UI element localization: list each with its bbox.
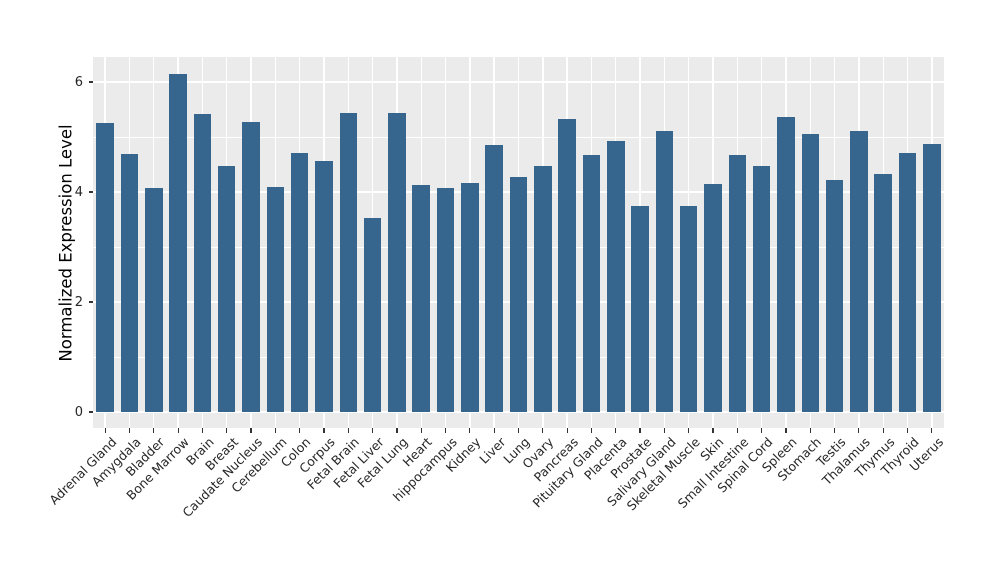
x-tick-mark	[250, 428, 252, 433]
x-tick-mark	[542, 428, 544, 433]
x-tick-mark	[566, 428, 568, 433]
plot-panel	[93, 57, 944, 428]
bar	[315, 160, 333, 412]
bar	[242, 121, 260, 412]
x-tick-mark	[347, 428, 349, 433]
bar	[558, 119, 576, 412]
x-tick-mark	[274, 428, 276, 433]
bar	[169, 73, 187, 412]
x-tick-mark	[639, 428, 641, 433]
x-tick-mark	[615, 428, 617, 433]
x-tick-mark	[736, 428, 738, 433]
x-tick-mark	[469, 428, 471, 433]
x-tick-mark	[809, 428, 811, 433]
y-tick-label: 4	[74, 184, 83, 200]
x-tick-mark	[444, 428, 447, 433]
bar	[825, 180, 844, 412]
bar	[631, 205, 649, 412]
bar	[752, 165, 771, 412]
x-tick-mark	[372, 428, 374, 433]
x-tick-mark	[201, 428, 203, 433]
bar	[96, 122, 114, 412]
y-tick-mark	[88, 301, 93, 303]
y-tick-mark	[88, 191, 93, 193]
x-tick-mark	[712, 428, 714, 433]
x-tick-mark	[590, 428, 593, 433]
bar	[874, 173, 892, 412]
x-tick-mark	[517, 428, 520, 433]
x-tick-mark	[128, 428, 131, 433]
bar	[217, 165, 236, 412]
x-tick-mark	[931, 428, 933, 433]
bar	[850, 130, 868, 412]
bar	[412, 185, 430, 412]
bar	[923, 144, 941, 412]
bar	[266, 186, 285, 412]
bar	[801, 134, 820, 412]
bar	[436, 188, 455, 412]
x-tick-label: Liver	[475, 434, 509, 467]
bar	[777, 117, 795, 412]
bar	[120, 153, 139, 412]
x-tick-mark	[906, 428, 909, 433]
x-tick-mark	[785, 428, 787, 433]
x-tick-mark	[396, 428, 398, 433]
bar	[679, 206, 698, 412]
x-tick-mark	[833, 428, 836, 433]
bar	[290, 152, 309, 412]
bar	[728, 154, 747, 412]
y-tick-mark	[88, 81, 93, 83]
x-tick-mark	[858, 428, 860, 433]
y-tick-label: 6	[74, 74, 83, 90]
bar	[485, 145, 503, 412]
x-tick-mark	[177, 428, 179, 433]
x-tick-mark	[663, 428, 665, 433]
y-tick-label: 0	[74, 404, 83, 420]
bar	[388, 113, 406, 412]
bar	[339, 113, 358, 412]
x-tick-mark	[493, 428, 495, 433]
bar	[461, 183, 479, 412]
y-tick-label: 2	[74, 294, 83, 310]
bar	[655, 130, 674, 412]
bar	[607, 141, 625, 412]
y-axis-title-text: Normalized Expression Level	[56, 123, 76, 362]
x-tick-mark	[420, 428, 422, 433]
x-tick-mark	[688, 428, 690, 433]
x-tick-mark	[882, 428, 884, 433]
x-tick-mark	[299, 428, 301, 433]
x-tick-mark	[761, 428, 763, 433]
bar	[704, 183, 722, 412]
x-tick-mark	[153, 428, 155, 433]
bar	[363, 218, 382, 412]
bar	[193, 114, 212, 412]
bar	[898, 152, 917, 412]
bar	[509, 176, 528, 412]
x-tick-mark	[226, 428, 228, 433]
x-tick-mark	[104, 428, 106, 433]
y-tick-mark	[88, 411, 93, 413]
bar	[582, 154, 601, 412]
bar	[534, 165, 552, 412]
x-tick-mark	[323, 428, 325, 433]
bar	[145, 188, 163, 412]
